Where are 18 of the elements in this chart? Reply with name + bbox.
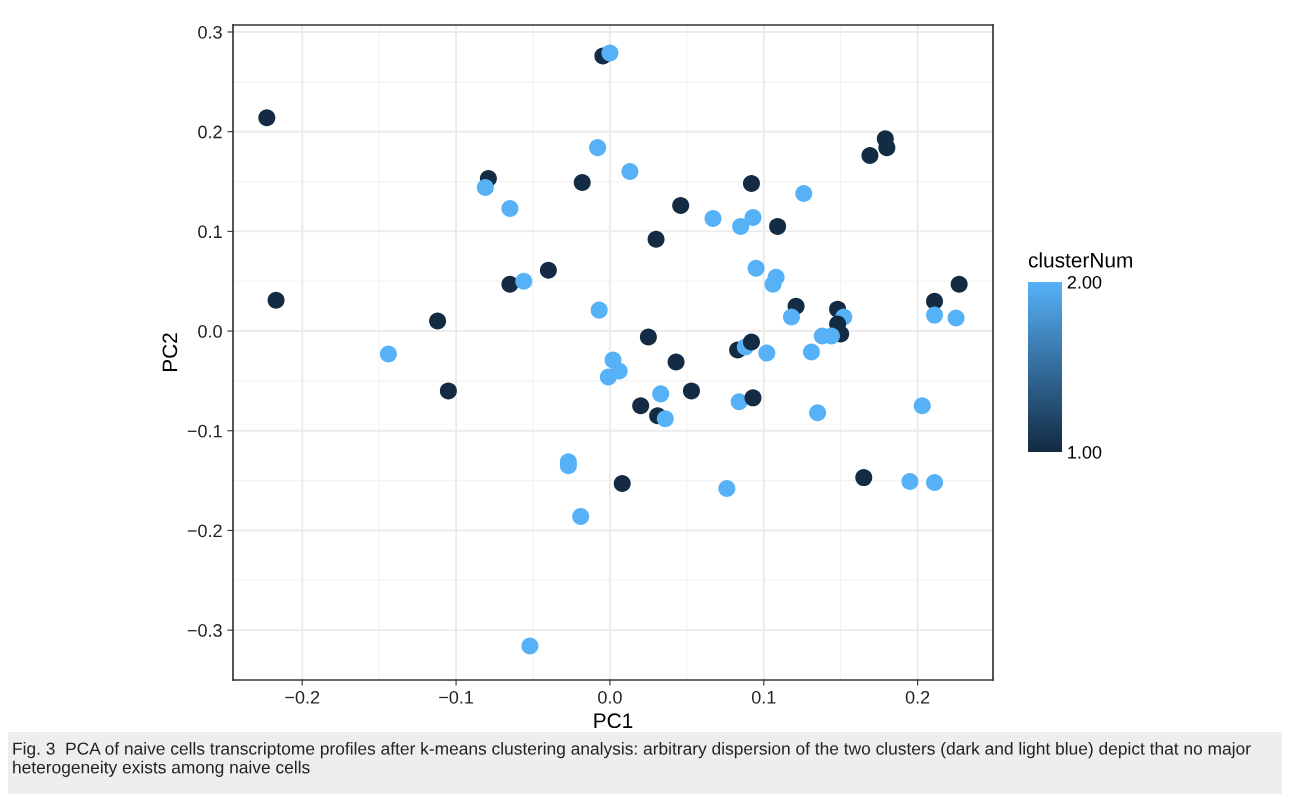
y-tick-label: −0.1	[187, 424, 222, 438]
color-bar-label: 2.00	[1067, 275, 1102, 289]
y-tick-label: 0.3	[198, 25, 222, 39]
color-bar-title: clusterNum	[1028, 252, 1132, 268]
y-tick-label: 0.1	[198, 225, 222, 239]
x-tick-label: −0.1	[439, 690, 474, 704]
y-tick-label: −0.3	[187, 624, 222, 637]
y-axis-title: PC2	[162, 333, 178, 372]
y-tick-label: 0.0	[198, 325, 222, 338]
x-tick-label: 0.0	[598, 690, 622, 704]
y-tick-label: 0.2	[198, 125, 222, 139]
y-tick-label: −0.2	[187, 524, 222, 538]
x-tick-label: 0.1	[751, 690, 776, 704]
color-bar-label: 1.00	[1068, 445, 1102, 459]
x-tick-label: −0.2	[285, 690, 320, 704]
caption: Fig. 3 PCA of naive cells transcriptome profiles after k-means clustering analysis: arbitrary dispersion of the two clusters (dark and light blue) depict that no major heterogeneity exists among naive cells	[13, 742, 1251, 777]
x-axis-title: PC1	[594, 713, 633, 729]
x-tick-label: 0.2	[905, 690, 930, 704]
